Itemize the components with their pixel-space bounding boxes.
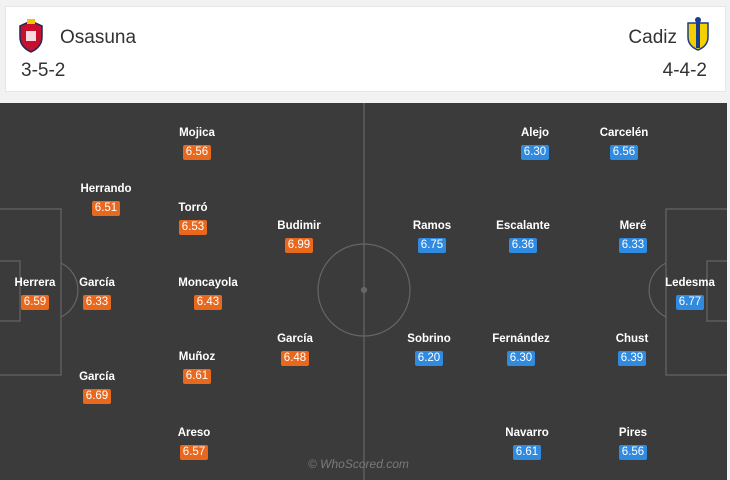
away-player-name[interactable]: Chust <box>615 333 649 345</box>
home-player-rating: 6.43 <box>194 295 222 310</box>
away-player-name[interactable]: Alejo <box>520 127 550 139</box>
home-player-rating: 6.56 <box>183 145 211 160</box>
away-player-name[interactable]: Carcelén <box>599 127 649 139</box>
home-player-rating: 6.69 <box>83 389 111 404</box>
home-player-rating: 6.59 <box>21 295 49 310</box>
home-player-name[interactable]: Herrera <box>14 277 56 289</box>
away-player-rating: 6.56 <box>619 445 647 460</box>
pitch-markings <box>0 103 727 480</box>
away-player-rating: 6.39 <box>618 351 646 366</box>
home-player-rating: 6.33 <box>83 295 111 310</box>
away-player-name[interactable]: Ledesma <box>665 277 715 289</box>
home-player-name[interactable]: Torró <box>178 202 208 214</box>
home-player-name[interactable]: García <box>79 371 115 383</box>
watermark: © WhoScored.com <box>308 457 409 471</box>
home-player-rating: 6.51 <box>92 201 120 216</box>
away-player-name[interactable]: Pires <box>618 427 648 439</box>
home-player-name[interactable]: Muñoz <box>178 351 216 363</box>
away-player-rating: 6.61 <box>513 445 541 460</box>
home-player-rating: 6.99 <box>285 238 313 253</box>
away-player-rating: 6.36 <box>509 238 537 253</box>
home-formation: 3-5-2 <box>21 60 66 81</box>
away-player-rating: 6.30 <box>507 351 535 366</box>
home-player-name[interactable]: Herrando <box>80 183 132 195</box>
away-formation: 4-4-2 <box>662 60 707 81</box>
pitch <box>0 103 727 480</box>
away-player-name[interactable]: Sobrino <box>407 333 451 345</box>
home-player-rating: 6.53 <box>179 220 207 235</box>
home-player-name[interactable]: Moncayola <box>178 277 238 289</box>
home-player-name[interactable]: Mojica <box>179 127 215 139</box>
away-player-name[interactable]: Meré <box>619 220 647 232</box>
away-player-name[interactable]: Navarro <box>505 427 549 439</box>
away-player-rating: 6.20 <box>415 351 443 366</box>
home-player-name[interactable]: García <box>277 333 313 345</box>
away-player-name[interactable]: Escalante <box>496 220 550 232</box>
away-player-name[interactable]: Fernández <box>492 333 550 345</box>
away-team-name[interactable]: Cadiz <box>628 27 677 48</box>
home-player-rating: 6.61 <box>183 369 211 384</box>
cadiz-crest-icon <box>687 17 709 51</box>
away-player-rating: 6.30 <box>521 145 549 160</box>
match-header: Osasuna 3-5-2 Cadiz 4-4-2 <box>5 6 726 92</box>
home-team-name[interactable]: Osasuna <box>60 27 137 48</box>
away-player-rating: 6.77 <box>676 295 704 310</box>
away-player-name[interactable]: Ramos <box>412 220 452 232</box>
home-player-name[interactable]: Budimir <box>277 220 321 232</box>
home-player-name[interactable]: García <box>79 277 115 289</box>
home-player-rating: 6.57 <box>180 445 208 460</box>
osasuna-crest-icon <box>19 19 43 53</box>
away-player-rating: 6.75 <box>418 238 446 253</box>
home-player-rating: 6.48 <box>281 351 309 366</box>
home-player-name[interactable]: Areso <box>177 427 211 439</box>
away-player-rating: 6.56 <box>610 145 638 160</box>
away-player-rating: 6.33 <box>619 238 647 253</box>
